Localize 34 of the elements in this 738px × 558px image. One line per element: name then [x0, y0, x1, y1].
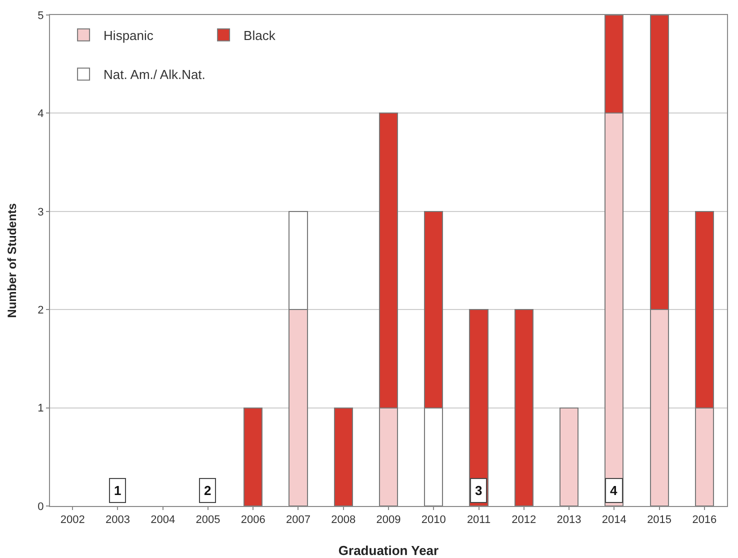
bar	[560, 407, 579, 506]
legend-label: Black	[244, 28, 276, 43]
x-tick-label: 2006	[240, 514, 266, 526]
y-tick-label: 2	[38, 304, 44, 316]
y-tick-label: 5	[38, 10, 44, 22]
x-axis-title: Graduation Year	[338, 543, 439, 558]
bar	[244, 407, 263, 506]
x-tick-label: 2010	[421, 514, 446, 526]
x-tick-label: 2002	[60, 514, 85, 526]
legend-label: Nat. Am./ Alk.Nat.	[104, 67, 206, 82]
y-tick-label: 1	[38, 402, 44, 415]
y-tick-label: 4	[38, 108, 44, 120]
legend-label: Hispanic	[104, 28, 154, 43]
x-tick-label: 2005	[196, 514, 220, 526]
x-tick-label: 2015	[647, 514, 672, 526]
y-axis-title: Number of Students	[5, 202, 19, 318]
x-tick-label: 2007	[286, 514, 310, 526]
x-tick-label: 2003	[105, 514, 130, 526]
y-tick-label: 3	[38, 206, 44, 218]
annotation: 4	[610, 483, 618, 498]
annotation: 2	[204, 483, 212, 498]
bar	[334, 407, 353, 506]
x-tick-label: 2016	[692, 514, 717, 526]
y-tick-label: 0	[38, 500, 44, 513]
x-tick-label: 2014	[602, 514, 626, 526]
x-tick-label: 2009	[376, 514, 401, 526]
x-tick-label: 2008	[331, 514, 356, 526]
x-tick-label: 2011	[466, 514, 491, 526]
annotation: 3	[475, 483, 482, 498]
annotation: 1	[114, 483, 122, 498]
bar	[514, 309, 534, 506]
x-tick-label: 2012	[512, 514, 536, 526]
x-tick-label: 2004	[150, 514, 176, 526]
x-tick-label: 2013	[556, 514, 582, 526]
